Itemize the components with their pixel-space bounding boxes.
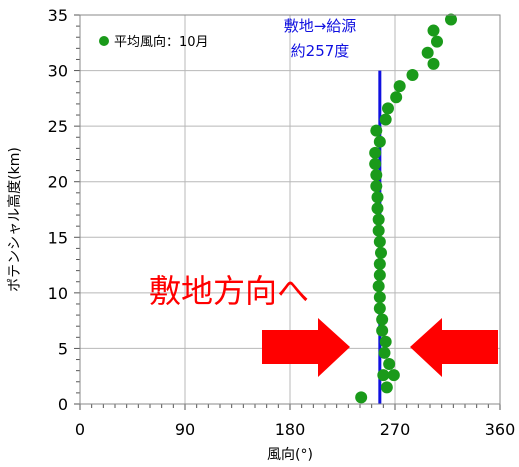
reference-line-label-line2: 約257度 xyxy=(291,42,350,60)
data-point xyxy=(372,280,385,293)
data-point xyxy=(372,213,385,226)
data-point xyxy=(379,335,392,348)
data-point xyxy=(373,269,386,282)
data-point xyxy=(445,13,457,26)
x-tick-label: 180 xyxy=(275,420,306,439)
x-tick-label: 270 xyxy=(380,420,411,439)
data-point xyxy=(427,57,440,70)
y-tick-label: 15 xyxy=(48,228,68,247)
data-point xyxy=(355,391,368,404)
plot-frame xyxy=(79,14,501,405)
tick-labels: 0 90 180 270 360 0 5 10 15 20 25 30 35 xyxy=(48,6,516,439)
legend-label: 平均風向：10月 xyxy=(114,34,209,50)
y-tick-label: 20 xyxy=(48,173,68,192)
data-point xyxy=(387,369,400,382)
y-tick-label: 35 xyxy=(48,6,68,25)
data-point xyxy=(371,191,384,204)
data-point xyxy=(372,224,385,237)
data-point xyxy=(382,102,394,115)
x-axis-title: 風向(°) xyxy=(267,447,313,463)
y-axis-title: ポテンシャル高度(km) xyxy=(6,147,23,292)
annotation-arrows xyxy=(262,318,498,377)
data-point xyxy=(373,257,386,270)
data-point xyxy=(406,69,419,82)
data-point xyxy=(373,235,386,248)
data-point xyxy=(390,91,403,104)
data-point xyxy=(373,302,386,315)
data-point xyxy=(376,324,389,337)
x-tick-label: 0 xyxy=(75,420,85,439)
y-tick-label: 10 xyxy=(48,284,68,303)
data-point xyxy=(369,146,382,159)
data-point xyxy=(427,24,440,37)
legend: 平均風向：10月 xyxy=(99,34,209,50)
data-point xyxy=(380,381,393,394)
site-direction-annotation: 敷地方向へ xyxy=(149,272,309,310)
reference-line-label-line1: 敷地→給源 xyxy=(284,17,357,35)
legend-marker xyxy=(99,36,109,46)
data-point xyxy=(371,202,384,215)
data-point xyxy=(375,246,387,259)
data-point xyxy=(376,313,389,326)
data-point xyxy=(431,35,443,48)
data-point xyxy=(421,46,434,59)
right-pointing-arrow xyxy=(262,318,350,377)
data-point xyxy=(383,357,396,370)
data-point xyxy=(373,135,386,148)
x-tick-label: 90 xyxy=(175,420,195,439)
grid-lines xyxy=(80,15,500,404)
data-point xyxy=(370,124,383,137)
data-point xyxy=(369,157,382,170)
data-point xyxy=(370,169,383,182)
x-tick-label: 360 xyxy=(485,420,516,439)
y-tick-label: 0 xyxy=(58,395,68,414)
data-point xyxy=(379,113,392,126)
left-pointing-arrow xyxy=(410,318,498,377)
data-point xyxy=(370,180,383,193)
data-point xyxy=(393,80,406,93)
y-tick-label: 30 xyxy=(48,62,68,81)
data-point xyxy=(377,369,390,382)
axis-ticks xyxy=(74,14,501,410)
data-points xyxy=(355,13,457,404)
data-point xyxy=(378,346,391,359)
y-tick-label: 25 xyxy=(48,117,68,136)
y-tick-label: 5 xyxy=(58,339,68,358)
data-point xyxy=(373,291,386,304)
